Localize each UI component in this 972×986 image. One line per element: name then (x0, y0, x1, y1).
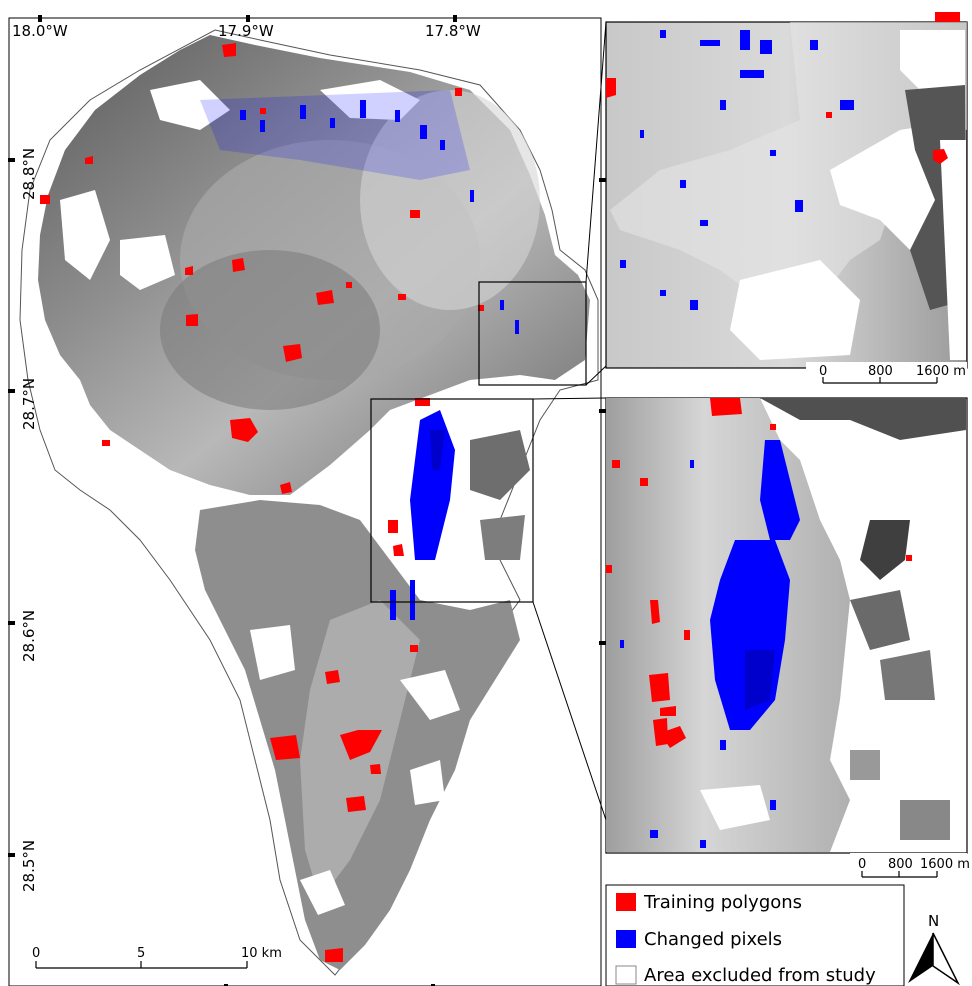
legend-label-training: Training polygons (643, 892, 802, 913)
north-arrow-icon: N (908, 912, 960, 986)
terrain (610, 22, 967, 330)
inset-bottom[interactable]: 0 800 1600 m (605, 397, 970, 883)
inset-top-scale-bg (806, 362, 967, 386)
lon-label-18-0: 18.0°W (12, 22, 68, 40)
connector-line (532, 397, 607, 400)
lon-label-17-8: 17.8°W (425, 22, 481, 40)
excluded-area (700, 785, 770, 830)
connector-line (532, 601, 607, 821)
legend-label-changed: Changed pixels (644, 929, 782, 950)
land-fragment (880, 650, 935, 700)
land-fragment (850, 750, 880, 780)
inset-top[interactable]: 0 800 1600 m (605, 12, 968, 386)
legend-swatch-changed (616, 930, 636, 948)
training-polygons-inset-bottom (606, 398, 912, 748)
connector-line (585, 21, 607, 283)
east-slope (360, 90, 540, 310)
changed-pixels-main (200, 90, 519, 620)
land-fragment (850, 590, 910, 650)
caldera-area (160, 250, 380, 410)
training-polygons-main (40, 43, 484, 962)
scale-label-1600m: 1600 m (916, 364, 966, 379)
scale-label-0: 0 (858, 857, 866, 872)
excluded-area (400, 670, 460, 720)
land-fragment (470, 430, 530, 500)
scale-label-1600m: 1600 m (920, 857, 970, 872)
main-scale-bar: 0 5 10 km (32, 946, 282, 969)
lon-label-17-9: 17.9°W (218, 22, 274, 40)
legend: Training polygons Changed pixels Area ex… (605, 884, 905, 986)
changed-pixels-inset-bottom (620, 440, 800, 848)
land-fragment (900, 800, 950, 840)
legend-swatch-training (616, 893, 636, 911)
scale-label-10km: 10 km (241, 946, 282, 961)
lat-label-28-6: 28.6°N (20, 610, 38, 662)
inset-locator-top[interactable] (478, 281, 587, 386)
scale-label-800: 800 (888, 857, 913, 872)
inset-bottom-scale-bg (850, 853, 967, 883)
terrain-dark (760, 398, 966, 440)
scale-label-800: 800 (868, 364, 893, 379)
excluded-area (410, 760, 445, 805)
scale-label-0: 0 (32, 946, 40, 961)
excluded-area (900, 30, 965, 100)
inset-bottom-scale-bar: 0 800 1600 m (858, 857, 970, 878)
lat-label-28-7: 28.7°N (20, 378, 38, 430)
excluded-area (150, 80, 230, 130)
excluded-area (730, 260, 860, 360)
legend-label-excluded: Area excluded from study (644, 965, 876, 986)
main-map[interactable]: 18.0°W 17.9°W 17.8°W 28.8°N 28.7°N 28.6°… (8, 15, 602, 986)
land-fragment (860, 520, 910, 580)
excluded-area (940, 140, 966, 360)
excluded-area (250, 625, 295, 680)
scale-label-5: 5 (137, 946, 145, 961)
excluded-area (120, 235, 175, 290)
legend-box (605, 884, 905, 986)
changed-pixels-inset-top (620, 30, 854, 310)
lat-label-28-8: 28.8°N (20, 148, 38, 200)
lat-label-28-5: 28.5°N (20, 840, 38, 892)
scale-label-0: 0 (819, 364, 827, 379)
training-polygons-inset-top (606, 12, 960, 164)
excluded-area (60, 190, 110, 280)
legend-swatch-excluded (615, 965, 637, 985)
excluded-area (300, 870, 345, 915)
inset-locator-bottom[interactable] (370, 398, 534, 603)
inset-top-scale-bar: 0 800 1600 m (819, 364, 966, 384)
connector-line (585, 365, 607, 386)
north-label: N (928, 912, 939, 930)
land-fragment (480, 515, 525, 560)
